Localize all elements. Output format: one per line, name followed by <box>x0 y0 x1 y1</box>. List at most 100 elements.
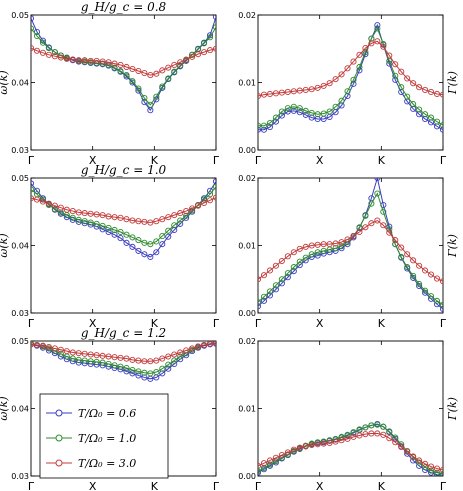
panel-3-series-1-point <box>33 187 41 194</box>
legend-entry-2: T/Ω₀ = 1.0 <box>46 432 136 445</box>
panel-4: 0.00 0.01 0.02 Γ X K Γ Γ(k) <box>238 174 459 330</box>
panel-3-series-3-point <box>212 194 216 201</box>
panel-3-series-2-point <box>81 218 88 225</box>
panel-6-series-3-point <box>338 437 345 444</box>
panel-1-series-3-point <box>177 59 184 66</box>
panel-2-ytick-label: 0.02 <box>238 11 256 20</box>
panel-3-series-3-point <box>147 219 154 226</box>
panel-6-series-3-point <box>356 432 363 439</box>
panel-2-series-3-point <box>320 82 327 89</box>
panel-1-series-3-point <box>123 63 130 71</box>
panel-4-series-3-point <box>428 271 435 278</box>
panel-4-series-2-point <box>320 247 327 254</box>
panel-6-series-2-point <box>260 464 268 471</box>
panel-6-ytick-label: 0.01 <box>238 405 256 414</box>
panel-6-series-3 <box>258 430 443 473</box>
panel-5-series-2-point <box>69 355 76 362</box>
panel-1-ytick-label: 0.03 <box>11 146 29 155</box>
panel-2-series-2-point <box>362 49 369 56</box>
panel-3-series-2-point <box>75 216 82 223</box>
panel-5-series-3-point <box>93 352 100 359</box>
panel-6-series-2-point <box>392 434 399 441</box>
panel-2-series-2-point <box>302 107 309 114</box>
panel-4-series-2-point <box>416 280 423 288</box>
panel-5-series-1-point <box>123 368 130 375</box>
panel-4-series-3-point <box>258 276 262 283</box>
panel-1-series-3-point <box>135 67 142 75</box>
panel-6: 0.00 0.01 0.02 Γ X K Γ Γ(k) <box>238 337 459 491</box>
panel-4-series-3-point <box>332 240 339 247</box>
panel-3-series-3-point <box>33 196 41 203</box>
panel-4-series-2-point <box>258 299 262 306</box>
panel-4-series-1-point <box>296 262 303 269</box>
panel-3-series-3-point <box>141 218 148 225</box>
panel-2-series-1-point <box>422 115 429 122</box>
panel-5-series-3-point <box>201 341 208 349</box>
panel-4-series-1-point <box>439 305 443 312</box>
panel-1-ylabel: ω̄(k) <box>0 70 10 94</box>
panel-1-series-2-point <box>165 75 172 82</box>
panel-3-series-1-point <box>31 180 35 187</box>
panel-6-series-3-point <box>272 454 279 461</box>
panel-4-series-1-point <box>284 274 291 281</box>
panel-4-series-2-point <box>398 253 405 261</box>
panel-3-series-2-point <box>165 227 172 234</box>
panel-1-series-3-point <box>39 49 46 56</box>
panel-1-series-2-point <box>135 85 142 92</box>
panel-6-series-2-point <box>433 469 441 476</box>
panel-5-series-1-point <box>51 350 58 357</box>
panel-6-xtick-label: K <box>378 480 386 491</box>
panel-4-series-2-point <box>284 270 291 277</box>
panel-4-series-2-point <box>356 224 363 231</box>
panel-5-series-1-point <box>159 370 166 377</box>
panel-1-series-2-point <box>201 40 208 47</box>
panel-6-series-3-point <box>326 439 333 446</box>
panel-4-xtick-label: X <box>316 317 324 330</box>
panel-3-series-2-point <box>117 228 124 236</box>
panel-5-series-3 <box>31 341 216 365</box>
panel-3-series-1-point <box>123 239 130 246</box>
panel-1-series-1-point <box>212 15 216 21</box>
panel-3-series-2-point <box>105 224 112 231</box>
panel-5-series-3-point <box>165 353 172 360</box>
panel-5-ytick-label: 0.04 <box>11 405 29 414</box>
panel-6-series-3-point <box>422 460 429 467</box>
panel-2-series-2-point <box>258 122 262 129</box>
panel-6-series-2-point <box>266 461 273 468</box>
panel-2-series-2-point <box>320 110 327 117</box>
panel-3-xtick-label: X <box>89 317 97 330</box>
panel-2-series-3-point <box>428 88 435 95</box>
panel-4-series-3-point <box>350 232 357 240</box>
panel-4-series-2-point <box>332 245 339 252</box>
panel-3-series-2-point <box>31 186 35 193</box>
panel-3-series-3-point <box>39 198 46 205</box>
panel-3-series-3-point <box>31 195 35 202</box>
panel-2-series-2-point <box>296 105 303 112</box>
panel-1-series-3-point <box>159 67 166 74</box>
panel-2-series-2-point <box>404 93 411 100</box>
panel-2-series-1-point <box>433 123 441 130</box>
panel-4-series-3-point <box>422 267 429 274</box>
panel-3-series-3-point <box>165 214 172 221</box>
panel-5-series-2-point <box>99 359 106 366</box>
panel-4-series-3-point <box>404 251 411 258</box>
panel-3-series-3-point <box>171 212 178 219</box>
panel-5-series-3-point <box>33 341 41 349</box>
panel-1-series-2-point <box>129 78 136 85</box>
panel-2-series-3-point <box>278 89 285 96</box>
panel-3-series-2 <box>31 183 216 248</box>
panel-1-series-2-line <box>31 26 216 106</box>
panel-1-series-2-point <box>123 72 130 79</box>
panel-6-series-3-point <box>433 465 441 472</box>
legend-marker-2 <box>55 434 63 442</box>
panel-3-series-3-point <box>81 210 88 217</box>
panel-6-series-2-point <box>356 426 363 433</box>
panel-5-series-3-point <box>135 357 142 364</box>
panel-4-series-1-point <box>433 301 441 308</box>
panel-3-series-1-point <box>147 253 154 261</box>
panel-5-series-3-point <box>51 345 58 352</box>
panel-6-series-3-point <box>320 440 327 447</box>
panel-5-series-3-point <box>206 341 214 347</box>
panel-4-series-3-point <box>266 267 273 274</box>
